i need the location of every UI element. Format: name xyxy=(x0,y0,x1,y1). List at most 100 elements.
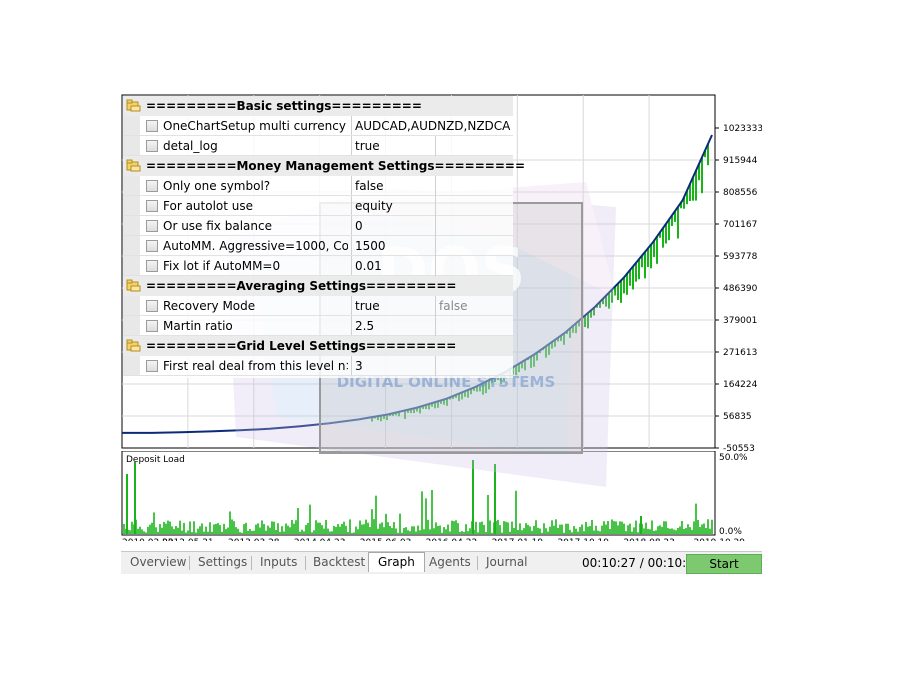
optimize-checkbox[interactable] xyxy=(146,120,158,132)
x-tick-label: 2016.04.22 xyxy=(426,538,478,541)
row-gutter xyxy=(123,216,140,236)
parameter-value[interactable]: equity xyxy=(355,199,393,213)
input-parameter-row[interactable]: Only one symbol? false xyxy=(123,176,513,196)
y-tick-label: 701167 xyxy=(723,220,757,230)
column-separator xyxy=(435,236,436,256)
parameter-value[interactable]: 0 xyxy=(355,219,363,233)
y-tick-label: 164224 xyxy=(723,380,758,390)
optimize-checkbox[interactable] xyxy=(146,260,158,272)
input-group-row[interactable]: =========Averaging Settings========= xyxy=(123,276,513,296)
y-tick-label: 1023333 xyxy=(723,124,762,134)
tab-backtest[interactable]: Backtest xyxy=(313,555,366,569)
optimize-checkbox[interactable] xyxy=(146,360,158,372)
input-parameter-row[interactable]: First real deal from this level n>=0 3 xyxy=(123,356,513,376)
input-parameter-row[interactable]: OneChartSetup multi currency m... AUDCAD,… xyxy=(123,116,513,136)
parameter-name: Or use fix balance xyxy=(163,219,272,233)
y-tick-label: 271613 xyxy=(723,348,757,358)
input-parameter-row[interactable]: detal_log true xyxy=(123,136,513,156)
start-button[interactable]: Start xyxy=(686,554,762,574)
load-chart-title: Deposit Load xyxy=(126,455,185,465)
optimize-checkbox[interactable] xyxy=(146,320,158,332)
tab-agents[interactable]: Agents xyxy=(429,555,471,569)
parameter-name: For autolot use xyxy=(163,199,254,213)
x-tick-label: 2018.08.23 xyxy=(623,538,675,541)
x-tick-label: 2012.05.21 xyxy=(162,538,214,541)
input-group-row[interactable]: =========Grid Level Settings========= xyxy=(123,336,513,356)
row-gutter xyxy=(123,316,140,336)
input-group-row[interactable]: =========Basic settings========= xyxy=(123,96,513,116)
parameter-value[interactable]: true xyxy=(355,299,380,313)
x-tick-label: 2017.01.19 xyxy=(492,538,544,541)
column-separator xyxy=(351,136,352,156)
tab-overview[interactable]: Overview xyxy=(130,555,187,569)
column-separator xyxy=(351,196,352,216)
y-tick-label: 56835 xyxy=(723,412,752,422)
row-separator xyxy=(123,155,513,156)
row-gutter xyxy=(123,196,140,216)
tab-separator xyxy=(477,556,478,570)
row-gutter xyxy=(123,356,140,376)
row-separator xyxy=(123,255,513,256)
group-title: =========Basic settings========= xyxy=(146,99,422,113)
x-tick-label: 2015.06.03 xyxy=(360,538,412,541)
parameter-value[interactable]: 0.01 xyxy=(355,259,382,273)
row-gutter xyxy=(123,116,140,136)
input-parameter-row[interactable]: Recovery Mode true false xyxy=(123,296,513,316)
input-parameter-row[interactable]: AutoMM. Aggressive=1000, Cons... 1500 xyxy=(123,236,513,256)
parameter-value[interactable]: 1500 xyxy=(355,239,386,253)
tab-separator xyxy=(305,556,306,570)
group-title: =========Averaging Settings========= xyxy=(146,279,457,293)
column-separator xyxy=(435,316,436,336)
x-tick-label: 2017.10.19 xyxy=(557,538,609,541)
optimize-checkbox[interactable] xyxy=(146,220,158,232)
row-separator xyxy=(123,315,513,316)
tab-graph[interactable]: Graph xyxy=(368,552,425,572)
optimize-checkbox[interactable] xyxy=(146,240,158,252)
group-title: =========Money Management Settings======… xyxy=(146,159,526,173)
column-separator xyxy=(351,176,352,196)
load-plot-area xyxy=(121,451,716,536)
y-tick-label: -50553 xyxy=(723,444,755,451)
optimize-checkbox[interactable] xyxy=(146,200,158,212)
column-separator xyxy=(351,236,352,256)
input-parameter-row[interactable]: Fix lot if AutoMM=0 0.01 xyxy=(123,256,513,276)
row-gutter xyxy=(123,176,140,196)
deposit-load-chart: Deposit Load 50.0% 0.0% 2010.02.032012.05.2… xyxy=(121,451,748,541)
inputs-table: =========Basic settings========= OneChart… xyxy=(123,96,525,378)
folder-icon xyxy=(126,99,141,112)
column-separator xyxy=(435,196,436,216)
x-tick-label: 2013.03.28 xyxy=(228,538,280,541)
load-y-tick-label: 0.0% xyxy=(719,527,742,537)
input-parameter-row[interactable]: Or use fix balance 0 xyxy=(123,216,513,236)
tab-separator xyxy=(251,556,252,570)
row-separator xyxy=(123,235,513,236)
row-separator xyxy=(123,275,513,276)
parameter-value[interactable]: 2.5 xyxy=(355,319,375,333)
parameter-value[interactable]: 3 xyxy=(355,359,363,373)
column-separator xyxy=(351,316,352,336)
input-parameter-row[interactable]: For autolot use equity xyxy=(123,196,513,216)
row-separator xyxy=(123,195,513,196)
optimize-checkbox[interactable] xyxy=(146,140,158,152)
tab-journal[interactable]: Journal xyxy=(486,555,528,569)
parameter-start-value[interactable]: false xyxy=(439,299,468,313)
tab-inputs[interactable]: Inputs xyxy=(260,555,298,569)
y-tick-label: 379001 xyxy=(723,316,757,326)
parameter-name: Martin ratio xyxy=(163,319,233,333)
parameter-value[interactable]: false xyxy=(355,179,384,193)
input-parameter-row[interactable]: Martin ratio 2.5 xyxy=(123,316,513,336)
row-gutter xyxy=(123,296,140,316)
parameter-value[interactable]: true xyxy=(355,139,380,153)
parameter-name: detal_log xyxy=(163,139,218,153)
tab-separator xyxy=(189,556,190,570)
column-separator xyxy=(351,216,352,236)
optimize-checkbox[interactable] xyxy=(146,300,158,312)
column-separator xyxy=(351,116,352,136)
parameter-value[interactable]: AUDCAD,AUDNZD,NZDCAD xyxy=(355,119,510,133)
column-separator xyxy=(435,136,436,156)
x-tick-label: 2014.04.23 xyxy=(294,538,346,541)
column-separator xyxy=(435,256,436,276)
tab-settings[interactable]: Settings xyxy=(198,555,248,569)
input-group-row[interactable]: =========Money Management Settings======… xyxy=(123,156,525,176)
optimize-checkbox[interactable] xyxy=(146,180,158,192)
